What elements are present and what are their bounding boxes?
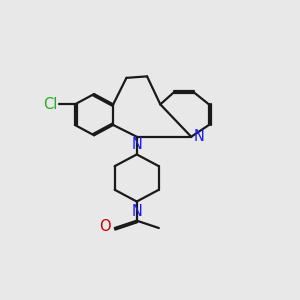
Text: N: N <box>131 137 142 152</box>
Text: Cl: Cl <box>43 97 57 112</box>
Text: O: O <box>100 219 111 234</box>
Text: N: N <box>131 204 142 219</box>
Text: N: N <box>194 129 205 144</box>
